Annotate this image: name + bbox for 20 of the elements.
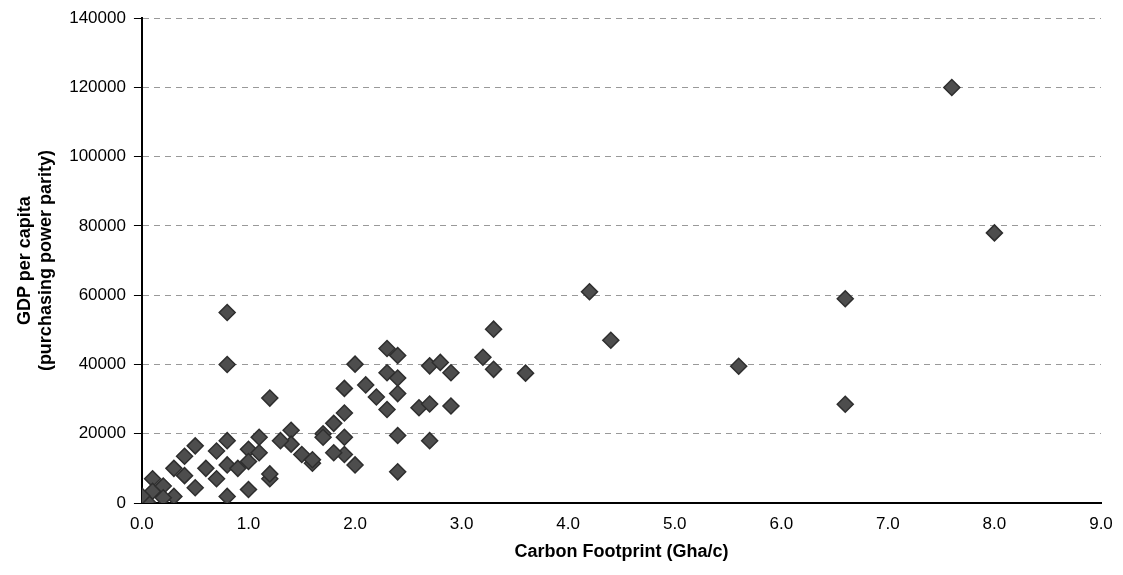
y-tick-label: 0	[116, 492, 126, 512]
x-tick-label: 9.0	[1089, 513, 1113, 533]
x-tick-label: 1.0	[236, 513, 261, 533]
x-tick-label: 8.0	[982, 513, 1007, 533]
x-tick-label: 5.0	[662, 513, 687, 533]
y-tick-label: 40000	[78, 354, 126, 374]
x-tick-label: 0.0	[130, 513, 154, 533]
y-tick-label: 80000	[78, 215, 126, 235]
x-tick-label: 3.0	[449, 513, 474, 533]
x-tick-label: 2.0	[343, 513, 367, 533]
y-tick-label: 120000	[69, 77, 126, 97]
y-tick-label: 100000	[69, 146, 126, 166]
y-axis-title: GDP per capita (purchasing power parity)	[13, 150, 56, 372]
x-tick-label: 6.0	[769, 513, 794, 533]
y-tick-label: 140000	[69, 7, 126, 27]
x-axis-title: Carbon Footprint (Gha/c)	[514, 541, 729, 562]
x-tick-label: 7.0	[876, 513, 900, 533]
y-tick-label: 60000	[78, 284, 126, 304]
y-tick-label: 20000	[78, 423, 126, 443]
x-tick-label: 4.0	[556, 513, 580, 533]
